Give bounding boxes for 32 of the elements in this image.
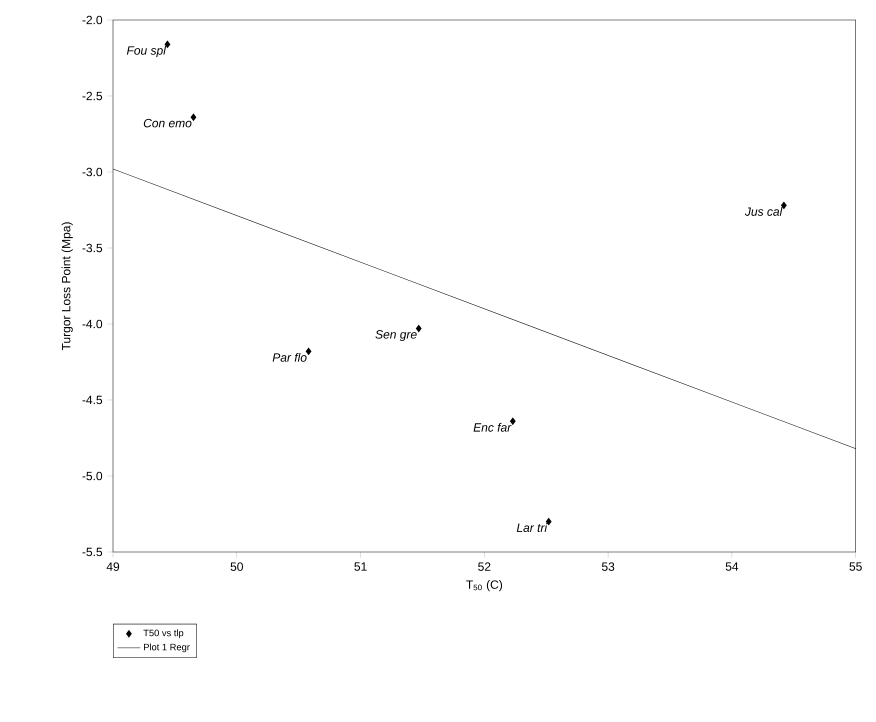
point xyxy=(546,518,552,526)
x-tick-label: 49 xyxy=(106,562,120,571)
y-tick-label: -5.5 xyxy=(82,548,102,556)
annotation: Lar tri xyxy=(516,523,548,532)
annotation: Sen gre xyxy=(375,330,417,342)
y-tick-label: -3.5 xyxy=(82,244,102,252)
y-tick-label: -4.0 xyxy=(82,320,102,328)
x-tick-label: 53 xyxy=(602,562,614,571)
annotation: Con emo xyxy=(144,118,192,128)
y-tick-label: -4.5 xyxy=(82,396,102,404)
annotation: Fou spl xyxy=(126,46,166,58)
y-tick-label: -3.0 xyxy=(82,168,102,176)
point xyxy=(306,348,312,356)
legend-label: T50 vs tlp xyxy=(143,629,184,638)
x-tick-label: 51 xyxy=(354,562,367,571)
point xyxy=(190,114,196,122)
x-tick-label: 55 xyxy=(849,562,862,571)
legend-label: Plot 1 Regr xyxy=(144,644,190,652)
annotation: Enc far xyxy=(474,422,512,432)
x-tick-label: 52 xyxy=(478,562,490,571)
x-tick-label: 50 xyxy=(230,562,243,571)
y-axis-title: Turgor Loss Point (Mpa) xyxy=(62,222,73,350)
point xyxy=(164,40,170,48)
x-tick-label: 54 xyxy=(726,562,738,571)
y-tick-label: -5.0 xyxy=(82,472,102,480)
point xyxy=(416,324,422,332)
point xyxy=(781,202,787,210)
x-axis-title: T$_{50}$ (C) xyxy=(466,580,502,592)
y-tick-label: -2.0 xyxy=(82,16,102,24)
annotation: Par flo xyxy=(272,352,307,362)
annotation: Jus cal xyxy=(744,207,783,216)
y-tick-label: -2.5 xyxy=(82,92,102,100)
